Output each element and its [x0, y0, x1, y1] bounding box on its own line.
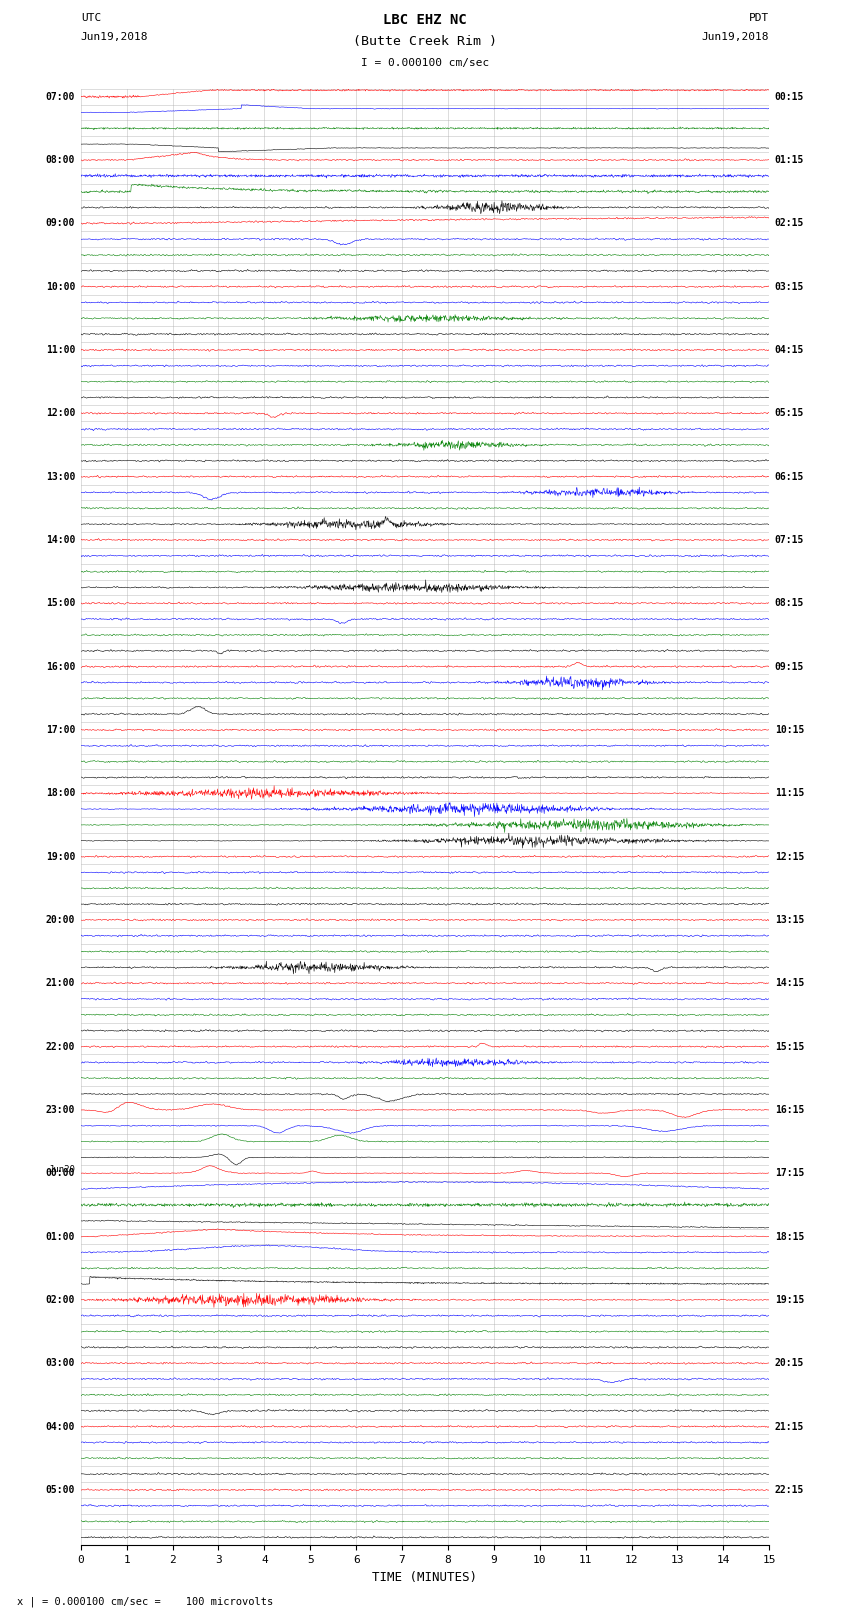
Text: 14:00: 14:00 — [46, 536, 76, 545]
Text: 21:15: 21:15 — [774, 1421, 804, 1431]
Text: 08:00: 08:00 — [46, 155, 76, 165]
Text: 04:15: 04:15 — [774, 345, 804, 355]
Text: 12:00: 12:00 — [46, 408, 76, 418]
Text: 16:15: 16:15 — [774, 1105, 804, 1115]
Text: 20:15: 20:15 — [774, 1358, 804, 1368]
Text: 17:15: 17:15 — [774, 1168, 804, 1177]
Text: 07:15: 07:15 — [774, 536, 804, 545]
Text: PDT: PDT — [749, 13, 769, 23]
Text: 18:15: 18:15 — [774, 1232, 804, 1242]
Text: 01:15: 01:15 — [774, 155, 804, 165]
Text: 20:00: 20:00 — [46, 915, 76, 924]
Text: 21:00: 21:00 — [46, 977, 76, 989]
Text: Jun20: Jun20 — [48, 1165, 76, 1174]
Text: 09:15: 09:15 — [774, 661, 804, 671]
Text: 23:00: 23:00 — [46, 1105, 76, 1115]
Text: 18:00: 18:00 — [46, 789, 76, 798]
Text: 00:00: 00:00 — [46, 1168, 76, 1177]
Text: 11:00: 11:00 — [46, 345, 76, 355]
Text: 17:00: 17:00 — [46, 724, 76, 736]
Text: 13:15: 13:15 — [774, 915, 804, 924]
Text: Jun19,2018: Jun19,2018 — [81, 32, 148, 42]
Text: 02:15: 02:15 — [774, 218, 804, 229]
Text: 01:00: 01:00 — [46, 1232, 76, 1242]
Text: x | = 0.000100 cm/sec =    100 microvolts: x | = 0.000100 cm/sec = 100 microvolts — [17, 1595, 273, 1607]
Text: 19:15: 19:15 — [774, 1295, 804, 1305]
Text: 05:00: 05:00 — [46, 1486, 76, 1495]
Text: 10:15: 10:15 — [774, 724, 804, 736]
Text: 03:15: 03:15 — [774, 282, 804, 292]
X-axis label: TIME (MINUTES): TIME (MINUTES) — [372, 1571, 478, 1584]
Text: 12:15: 12:15 — [774, 852, 804, 861]
Text: 09:00: 09:00 — [46, 218, 76, 229]
Text: 15:15: 15:15 — [774, 1042, 804, 1052]
Text: 15:00: 15:00 — [46, 598, 76, 608]
Text: 16:00: 16:00 — [46, 661, 76, 671]
Text: 11:15: 11:15 — [774, 789, 804, 798]
Text: 02:00: 02:00 — [46, 1295, 76, 1305]
Text: LBC EHZ NC: LBC EHZ NC — [383, 13, 467, 27]
Text: 13:00: 13:00 — [46, 471, 76, 482]
Text: I = 0.000100 cm/sec: I = 0.000100 cm/sec — [361, 58, 489, 68]
Text: UTC: UTC — [81, 13, 101, 23]
Text: 06:15: 06:15 — [774, 471, 804, 482]
Text: 08:15: 08:15 — [774, 598, 804, 608]
Text: 05:15: 05:15 — [774, 408, 804, 418]
Text: 07:00: 07:00 — [46, 92, 76, 102]
Text: Jun19,2018: Jun19,2018 — [702, 32, 769, 42]
Text: 00:15: 00:15 — [774, 92, 804, 102]
Text: (Butte Creek Rim ): (Butte Creek Rim ) — [353, 35, 497, 48]
Text: 22:00: 22:00 — [46, 1042, 76, 1052]
Text: 04:00: 04:00 — [46, 1421, 76, 1431]
Text: 19:00: 19:00 — [46, 852, 76, 861]
Text: 22:15: 22:15 — [774, 1486, 804, 1495]
Text: 10:00: 10:00 — [46, 282, 76, 292]
Text: 03:00: 03:00 — [46, 1358, 76, 1368]
Text: 14:15: 14:15 — [774, 977, 804, 989]
